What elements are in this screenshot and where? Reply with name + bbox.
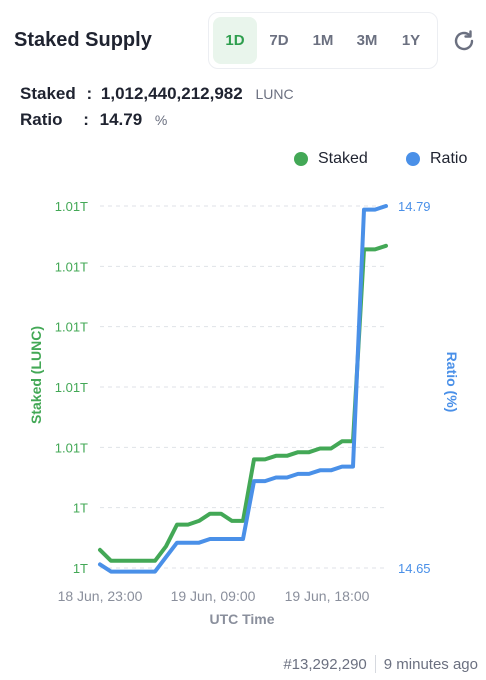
range-tab-1d[interactable]: 1D [213,17,257,64]
left-tick-label: 1.01T [55,259,88,274]
range-selector: 1D 7D 1M 3M 1Y [208,12,438,69]
x-tick-label: 18 Jun, 23:00 [58,588,143,604]
x-tick-label: 19 Jun, 09:00 [171,588,256,604]
left-axis-label: Staked (LUNC) [28,326,44,424]
ratio-unit: % [154,112,168,128]
chart-series [98,204,388,574]
staked-series-line[interactable] [98,243,388,563]
x-axis-ticks: 18 Jun, 23:00 19 Jun, 09:00 19 Jun, 18:00 [58,588,370,604]
staked-value: 1,012,440,212,982 [100,84,243,103]
left-tick-label: 1.01T [55,320,88,335]
ratio-stat: Ratio : 14.79 % [20,110,167,130]
ratio-value: 14.79 [99,110,143,129]
ratio-series-line[interactable] [98,204,388,574]
left-tick-label: 1.01T [55,440,88,455]
legend-staked-swatch [294,152,308,166]
ratio-label: Ratio [20,110,63,129]
right-tick-label: 14.79 [398,199,431,214]
staked-label: Staked [20,84,76,103]
staked-stat: Staked : 1,012,440,212,982 LUNC [20,84,294,104]
range-tab-3m[interactable]: 3M [356,32,378,49]
footer: #13,292,290 9 minutes ago [283,655,478,673]
left-tick-label: 1T [73,501,88,516]
right-tick-label: 14.65 [398,561,431,576]
left-axis-ticks: 1T 1T 1.01T 1.01T 1.01T 1.01T 1.01T [55,199,88,576]
ratio-colon: : [83,110,89,129]
staked-colon: : [86,84,93,103]
staked-unit: LUNC [255,86,294,102]
right-axis-label: Ratio (%) [444,352,460,413]
legend-staked-label: Staked [318,150,368,167]
legend-ratio[interactable]: Ratio [406,150,467,168]
range-tab-1y[interactable]: 1Y [401,32,421,49]
x-tick-label: 19 Jun, 18:00 [285,588,370,604]
legend-staked[interactable]: Staked [294,150,368,168]
left-tick-label: 1T [73,561,88,576]
legend-ratio-swatch [406,152,420,166]
x-axis-label: UTC Time [209,611,274,627]
legend-ratio-label: Ratio [430,150,468,167]
refresh-icon[interactable] [450,27,478,55]
range-tab-7d[interactable]: 7D [269,32,289,49]
left-tick-label: 1.01T [55,380,88,395]
page-title: Staked Supply [14,29,152,51]
range-tab-1m[interactable]: 1M [312,32,334,49]
right-axis-ticks: 14.65 14.79 [398,199,431,576]
block-number[interactable]: #13,292,290 [283,655,367,673]
staked-supply-chart: 1T 1T 1.01T 1.01T 1.01T 1.01T 1.01T 14.65 14.79… [28,199,460,627]
footer-divider [374,655,376,673]
updated-time: 9 minutes ago [383,655,478,673]
left-tick-label: 1.01T [55,199,88,214]
